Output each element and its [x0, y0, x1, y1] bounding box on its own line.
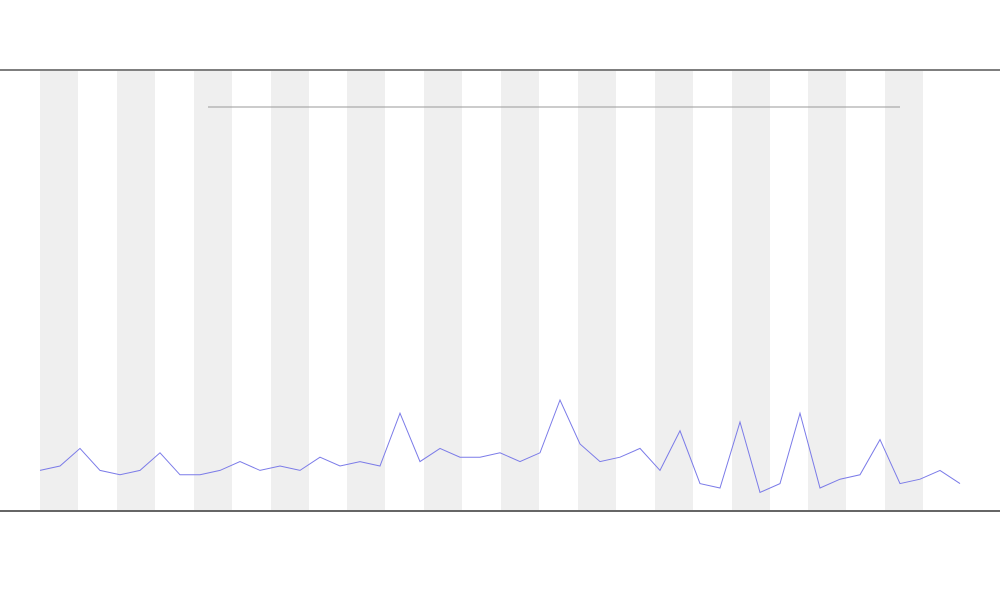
band	[578, 71, 616, 510]
band	[885, 71, 923, 510]
band	[117, 71, 155, 510]
band	[40, 71, 78, 510]
band	[194, 71, 232, 510]
band	[655, 71, 693, 510]
band	[347, 71, 385, 510]
band	[271, 71, 309, 510]
band	[808, 71, 846, 510]
band	[501, 71, 539, 510]
band	[732, 71, 770, 510]
trace-line	[39, 398, 961, 494]
bands	[40, 71, 923, 510]
band	[424, 71, 462, 510]
